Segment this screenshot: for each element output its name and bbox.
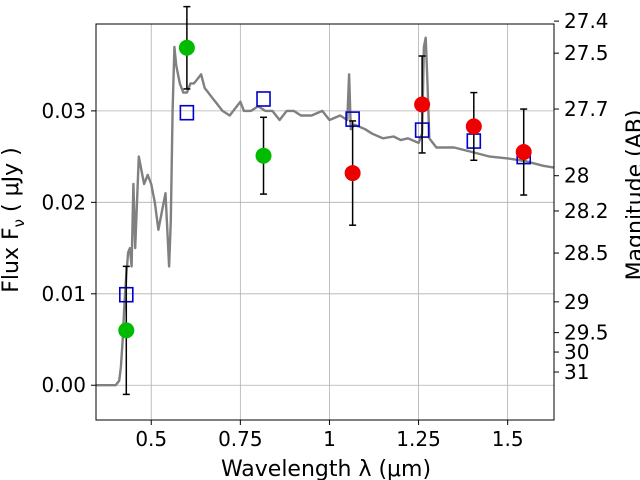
- y-tick-label: 0.00: [41, 373, 86, 397]
- x-tick-label: 0.75: [218, 427, 263, 451]
- tick-labels: 0.5 0.75 1 1.25 1.5 0.00 0.01 0.02 0.03 27.4 27.5 2…: [41, 9, 608, 451]
- magnitude-tick-label: 27.5: [564, 41, 609, 65]
- y-tick-label: 0.02: [41, 190, 86, 214]
- observed-nir-point: [465, 118, 482, 135]
- y-tick-label: 0.03: [41, 99, 86, 123]
- magnitude-tick-label: 31: [564, 360, 589, 384]
- model-band-square: [256, 91, 271, 107]
- y-axis-label-main: Flux F: [0, 227, 24, 292]
- right-axis-label: Magnitude (AB): [623, 110, 640, 281]
- observed-nir-point: [344, 165, 361, 182]
- tick-marks: [91, 20, 559, 425]
- y-tick-label: 0.01: [41, 282, 86, 306]
- plot-content: [96, 5, 555, 396]
- x-tick-label: 0.5: [135, 427, 167, 451]
- y-axis-label-subscript: ν: [10, 219, 28, 227]
- magnitude-tick-label: 27.7: [564, 97, 609, 121]
- observed-optical-point: [118, 322, 135, 339]
- magnitude-tick-label: 28.5: [564, 241, 609, 265]
- model-band-square: [179, 104, 195, 121]
- magnitude-tick-label: 28: [564, 164, 589, 188]
- y-axis-label: Flux Fν ( μJy ): [0, 147, 28, 292]
- magnitude-tick-label: 29: [564, 290, 589, 314]
- x-tick-label: 1.5: [492, 427, 524, 451]
- plot-frame: [95, 23, 555, 421]
- y-axis-label-unit: ( μJy ): [0, 147, 24, 219]
- magnitude-tick-label: 30: [564, 340, 589, 364]
- grid-lines: [96, 24, 554, 420]
- x-tick-label: 1: [323, 427, 336, 451]
- model-spectrum-line: [96, 36, 555, 387]
- observed-nir-point: [515, 144, 532, 161]
- observed-optical-point: [178, 39, 195, 56]
- x-axis-label: Wavelength λ (μm): [221, 457, 431, 480]
- observed-nir-point: [414, 96, 431, 113]
- magnitude-tick-label: 28.2: [564, 199, 609, 223]
- x-tick-label: 1.25: [396, 427, 441, 451]
- magnitude-tick-label: 27.4: [564, 9, 609, 33]
- observed-optical-point: [255, 147, 272, 164]
- magnitude-tick-label: 29.5: [564, 321, 609, 345]
